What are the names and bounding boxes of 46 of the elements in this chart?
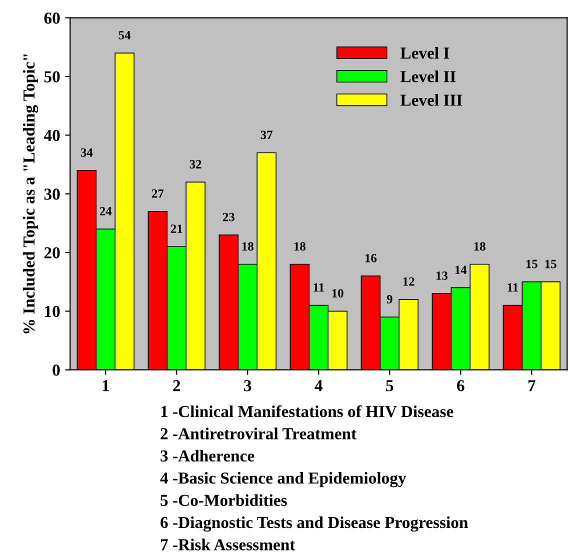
data-label: 54 [118,31,131,40]
data-label: 37 [260,130,273,140]
data-label: 18 [242,242,254,251]
text: 4 -Basic Science and Epidemiology [160,472,406,488]
x-tick-label: 3 [244,380,252,392]
text: 3 -Adherence [160,450,254,462]
data-label: 14 [455,266,467,274]
x-tick-label: 2 [173,380,180,392]
y-tick-label: 10 [45,306,60,318]
x-tick-label: 5 [386,380,394,392]
data-label: 15 [545,260,556,268]
legend-label: Level III [400,94,462,106]
data-label: 13 [436,272,448,280]
data-label: 34 [80,148,93,157]
x-tick-label: 1 [102,380,109,392]
data-label: 18 [474,242,486,251]
y-tick-label: 0 [52,364,60,376]
data-label: 11 [508,283,518,292]
data-label: 16 [365,254,377,262]
data-label: 9 [386,294,392,304]
data-label: 12 [403,277,414,286]
text: 6 -Diagnostic Tests and Disease Progression [160,516,468,532]
text: 2 -Antiretroviral Treatment [160,428,357,440]
data-label: 18 [294,242,306,251]
data-label: 15 [526,260,538,268]
y-tick-label: 50 [44,71,60,82]
y-tick-label: 20 [44,247,60,258]
data-label: 27 [152,189,164,198]
text: 7 -Risk Assessment [160,538,296,550]
y-axis-title: % Included Topic as a "Leading Topic" [22,54,38,334]
legend-label: Level I [400,47,450,59]
data-label: 32 [190,160,202,168]
legend-label: Level II [400,70,456,82]
text: 5 -Co-Morbidities [160,494,287,506]
data-label: 23 [222,212,235,222]
text: 1 -Clinical Manifestations of HIV Disease [161,405,454,418]
y-tick-label: 40 [44,130,60,142]
x-tick-label: 7 [528,380,536,392]
y-tick-label: 60 [44,12,60,24]
data-label: 21 [170,224,182,233]
data-label: 11 [314,283,324,292]
data-label: 24 [100,206,112,216]
y-tick-label: 30 [44,188,60,200]
x-tick-label: 6 [457,380,464,392]
data-label: 10 [332,289,344,298]
x-tick-label: 4 [314,380,322,392]
